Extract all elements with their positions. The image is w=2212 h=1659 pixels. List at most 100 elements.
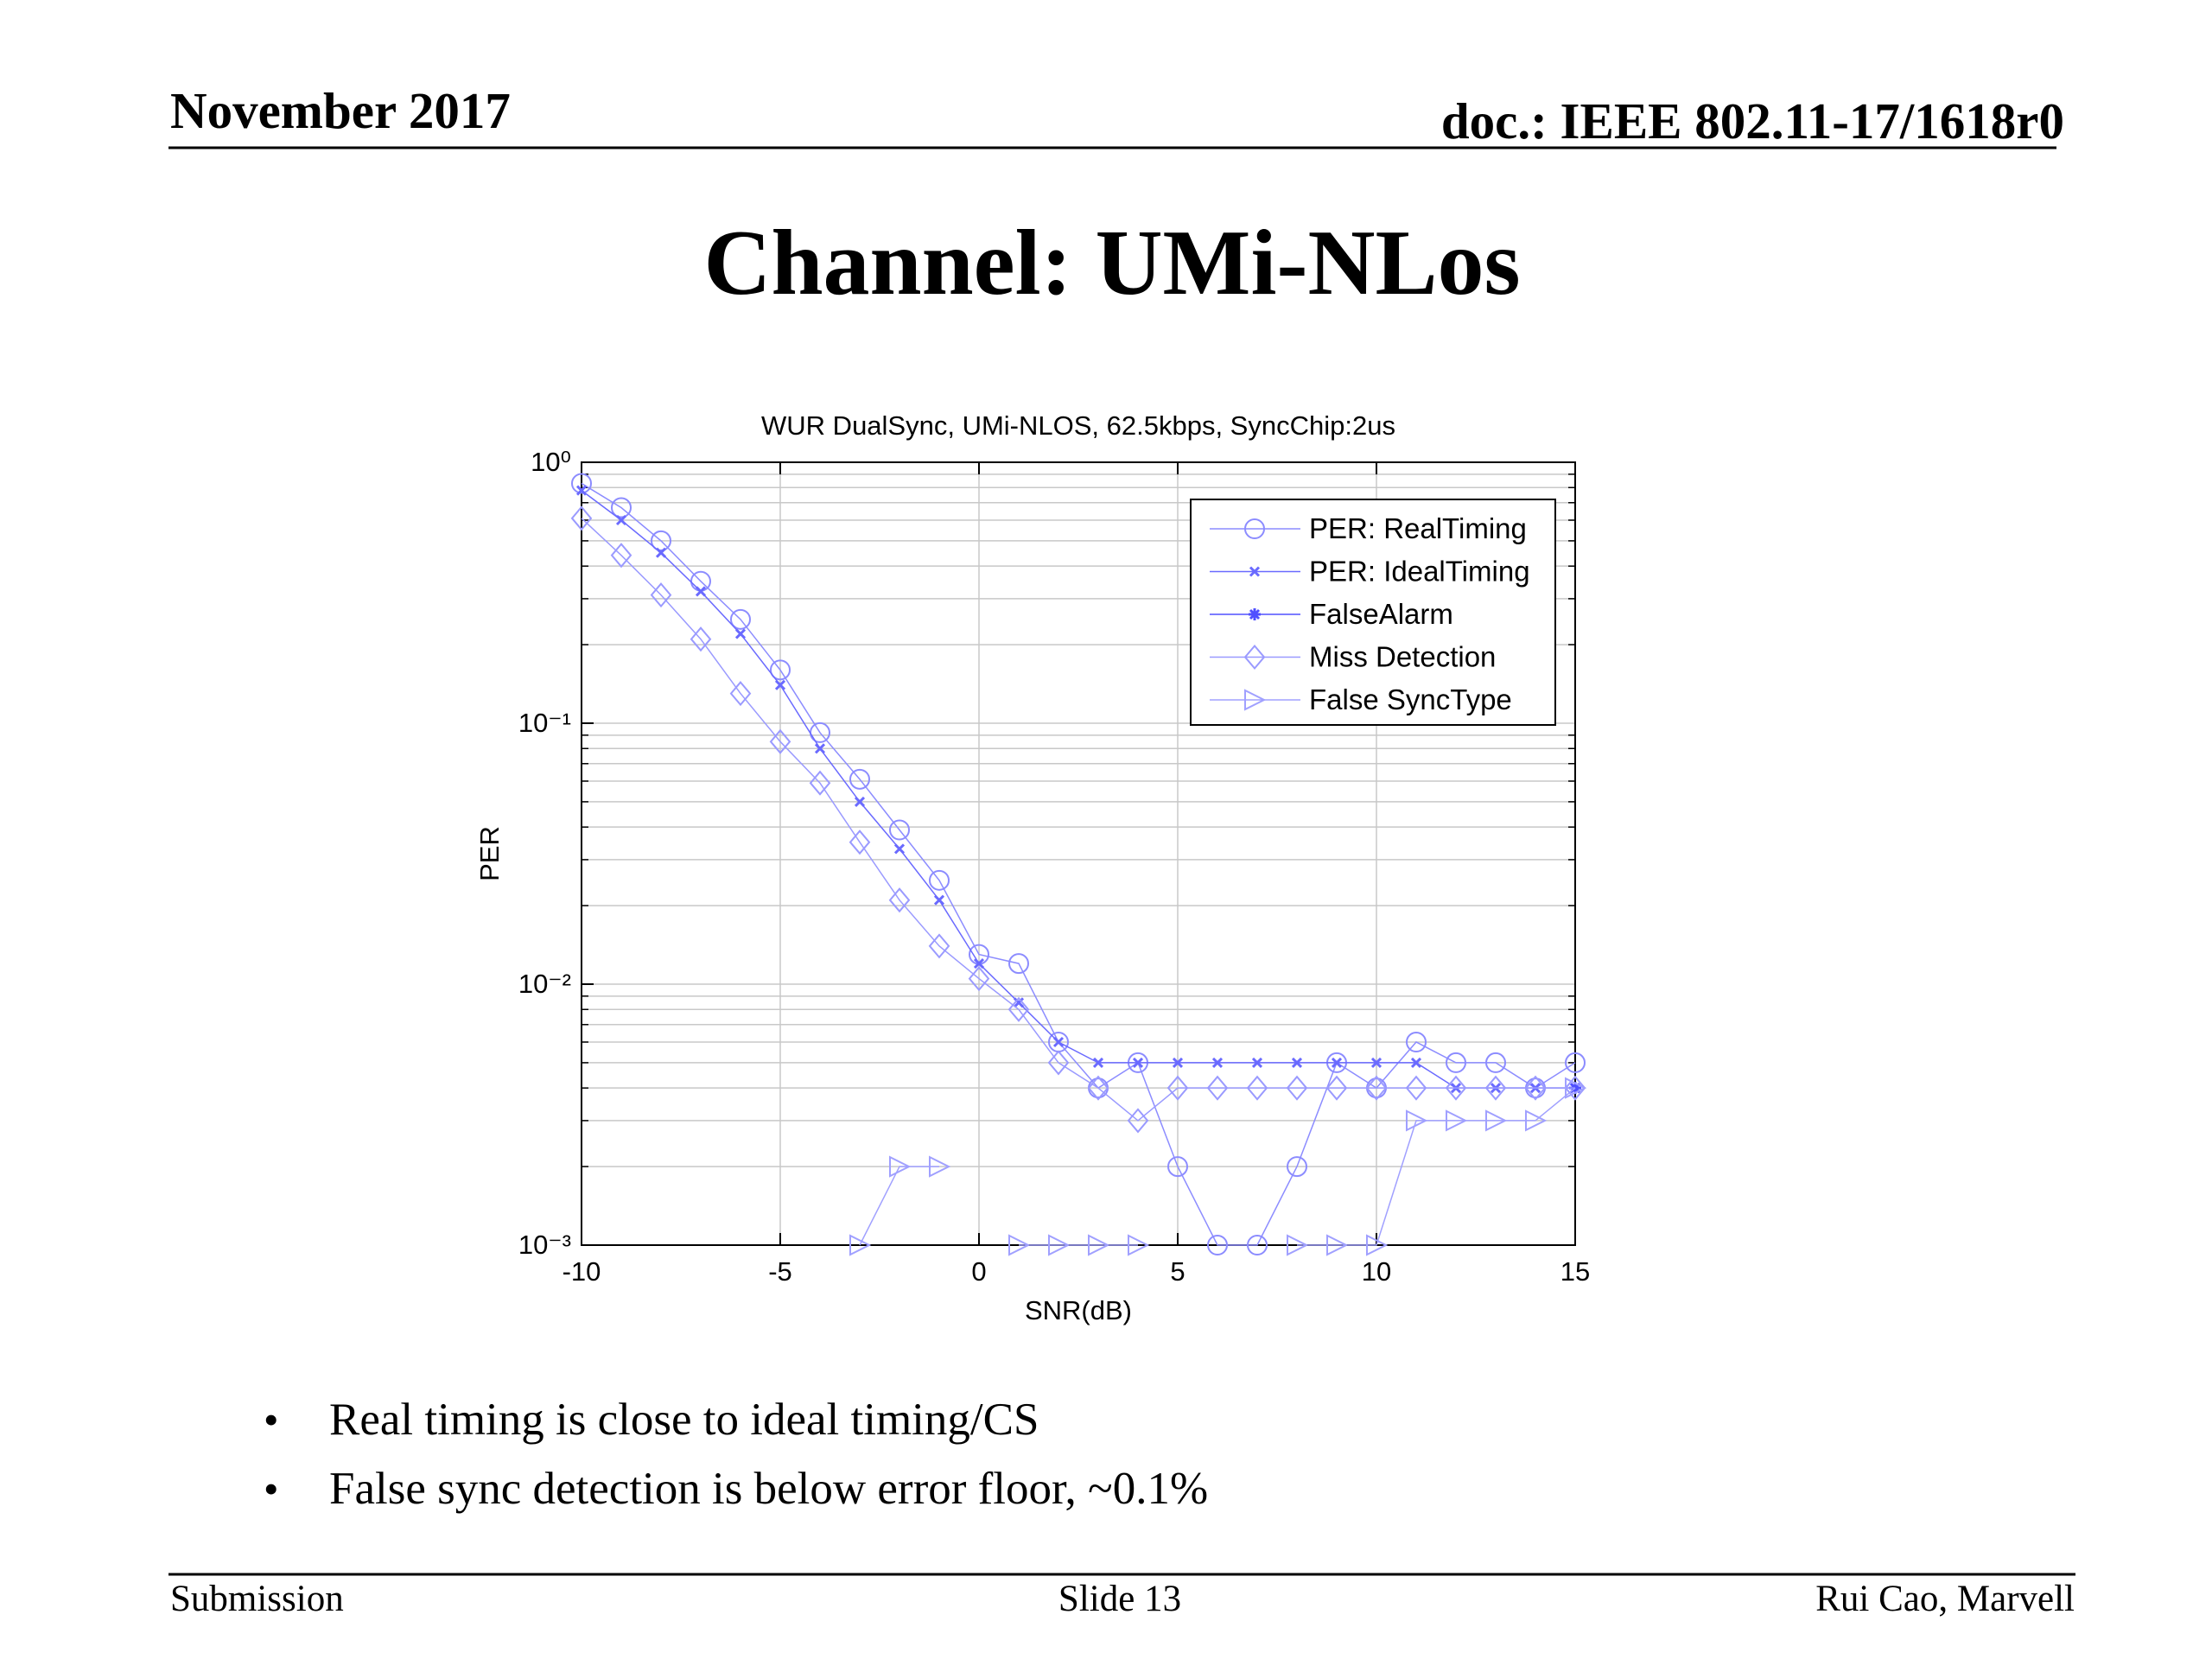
- point: [655, 547, 667, 558]
- point: [1127, 1108, 1149, 1134]
- x-tick-label: 0: [971, 1256, 986, 1287]
- point: [690, 626, 712, 652]
- point: [1446, 1109, 1468, 1132]
- point: [611, 497, 632, 518]
- point: [774, 679, 786, 690]
- point: [1007, 996, 1030, 1022]
- point: [928, 933, 950, 959]
- point: [1047, 1050, 1070, 1076]
- bullet-dot: •: [264, 1395, 279, 1444]
- legend-marker: [1249, 608, 1261, 620]
- point: [1087, 1075, 1109, 1101]
- point: [849, 1234, 872, 1256]
- point: [1484, 1075, 1507, 1101]
- legend-label: PER: RealTiming: [1309, 512, 1527, 544]
- footer-center: Slide 13: [1058, 1579, 1181, 1619]
- header-date: November 2017: [170, 82, 511, 139]
- point: [695, 586, 707, 597]
- point: [570, 505, 593, 531]
- point: [571, 473, 592, 494]
- point: [1132, 1057, 1144, 1068]
- x-tick-label: 10: [1362, 1256, 1391, 1287]
- point: [651, 530, 671, 551]
- point: [1406, 1031, 1427, 1052]
- point: [1246, 1075, 1268, 1101]
- point: [973, 958, 985, 969]
- y-tick-label: 10⁰: [531, 447, 571, 477]
- legend-marker: [1243, 644, 1266, 671]
- point: [1251, 1057, 1263, 1068]
- point: [1365, 1075, 1388, 1101]
- point: [893, 843, 906, 855]
- slide-title: Channel: UMi-NLos: [703, 212, 1520, 315]
- point: [1291, 1057, 1303, 1068]
- point: [849, 768, 870, 790]
- point: [610, 543, 632, 569]
- point: [809, 770, 831, 796]
- point: [1485, 1109, 1508, 1132]
- point: [1410, 1057, 1422, 1068]
- point: [1052, 1036, 1065, 1048]
- point: [1048, 1234, 1071, 1256]
- legend-label: FalseAlarm: [1309, 598, 1453, 630]
- bullet: False sync detection is below error floo…: [329, 1464, 1208, 1514]
- point: [1008, 1234, 1031, 1256]
- point: [929, 869, 950, 891]
- point: [1524, 1075, 1547, 1101]
- point: [1167, 1156, 1188, 1178]
- series-line: [581, 518, 1575, 1122]
- point: [1370, 1057, 1382, 1068]
- series-line: [581, 489, 1575, 1089]
- point: [814, 743, 826, 754]
- chart: 10⁻³ 10⁻² 10⁻¹ 10⁰ -10 -5 0 5 10 15 WUR DualSync, …: [474, 410, 1590, 1325]
- footer-left: Submission: [170, 1579, 344, 1619]
- point: [1446, 1052, 1466, 1073]
- y-tick-label: 10⁻³: [518, 1230, 571, 1260]
- point: [1206, 1075, 1229, 1101]
- chart-title: WUR DualSync, UMi-NLOS, 62.5kbps, SyncCh…: [761, 410, 1395, 441]
- point: [1166, 1075, 1189, 1101]
- point: [1366, 1234, 1389, 1256]
- point: [1088, 1234, 1110, 1256]
- legend-marker: [1249, 566, 1261, 577]
- x-tick-label: -10: [563, 1256, 601, 1287]
- point: [1092, 1057, 1104, 1068]
- point: [1326, 1234, 1349, 1256]
- point: [769, 728, 791, 754]
- point: [575, 485, 588, 496]
- legend-label: Miss Detection: [1309, 641, 1496, 673]
- bullet-dot: •: [264, 1465, 279, 1513]
- legend: PER: RealTiming PER: IdealTiming FalseAlar…: [1190, 499, 1556, 726]
- point: [1013, 997, 1025, 1008]
- point: [734, 628, 747, 639]
- point: [1485, 1052, 1506, 1073]
- footer-right: Rui Cao, Marvell: [1815, 1579, 2075, 1619]
- point: [888, 887, 911, 913]
- point: [1247, 1235, 1268, 1255]
- legend-marker: [1244, 518, 1265, 539]
- point: [1207, 1235, 1228, 1255]
- point: [1172, 1057, 1184, 1068]
- series-line: [859, 1087, 1576, 1246]
- point: [889, 1155, 912, 1178]
- point: [1525, 1109, 1548, 1132]
- point: [849, 830, 871, 855]
- point: [854, 796, 866, 807]
- point: [1286, 1075, 1308, 1101]
- point: [729, 681, 752, 707]
- point: [929, 1155, 951, 1178]
- point: [1406, 1109, 1428, 1132]
- point: [968, 966, 990, 992]
- point: [770, 659, 791, 681]
- point: [1445, 1075, 1467, 1101]
- y-axis-label: PER: [474, 826, 505, 881]
- point: [1564, 1075, 1586, 1101]
- point: [1565, 1052, 1586, 1073]
- y-tick-label: 10⁻²: [518, 969, 571, 999]
- point: [1565, 1077, 1587, 1099]
- legend-label: False SyncType: [1309, 683, 1512, 715]
- header-doc: doc.: IEEE 802.11-17/1618r0: [1441, 92, 2064, 149]
- legend-label: PER: IdealTiming: [1309, 556, 1530, 588]
